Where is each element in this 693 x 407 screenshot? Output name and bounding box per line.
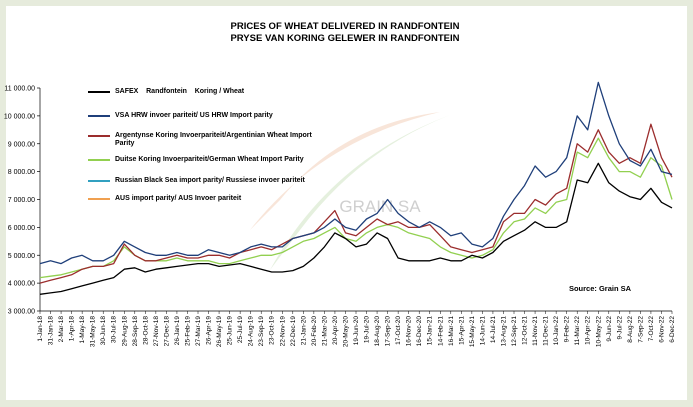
- x-tick-label: 26-Jan-19: [174, 316, 181, 346]
- x-tick-label: 16-Dec-20: [416, 316, 423, 347]
- y-tick-label: 4 000.00: [8, 281, 35, 288]
- x-tick-label: 28-Oct-18: [142, 316, 149, 345]
- x-tick-label: 25-Jul-19: [237, 316, 244, 343]
- x-tick-label: 22-Dec-19: [290, 316, 297, 347]
- x-tick-label: 1-May-18: [79, 316, 86, 344]
- x-tick-label: 25-Jun-19: [227, 316, 234, 346]
- x-tick-label: 1-Apr-18: [69, 316, 76, 342]
- x-tick-label: 26-May-19: [216, 316, 223, 347]
- x-tick-label: 10-Apr-22: [585, 316, 592, 345]
- x-tick-label: 14-Feb-21: [437, 316, 444, 346]
- y-tick-label: 9 000.00: [8, 141, 35, 148]
- x-tick-label: 19-Jun-20: [353, 316, 360, 346]
- chart: PRICES OF WHEAT DELIVERED IN RANDFONTEIN…: [0, 0, 693, 407]
- legend-label: Duitse Koring Invoerpariteit/German Whea…: [115, 156, 325, 164]
- x-tick-label: 20-May-20: [342, 316, 349, 347]
- x-tick-label: 9-Jul-22: [616, 316, 623, 340]
- y-tick-label: 5 000.00: [8, 253, 35, 260]
- x-tick-label: 19-Jul-20: [364, 316, 371, 343]
- x-tick-label: 27-Nov-18: [153, 316, 160, 347]
- x-tick-label: 29-Aug-18: [121, 316, 128, 347]
- x-tick-label: 15-Jan-21: [427, 316, 434, 346]
- x-tick-label: 30-Jul-18: [111, 316, 118, 343]
- x-tick-label: 28-Sep-18: [132, 316, 139, 347]
- y-tick-label: 11 000.00: [4, 86, 35, 93]
- watermark: GRAIN SA: [339, 197, 421, 216]
- x-tick-label: 24-Aug-19: [248, 316, 255, 347]
- x-tick-label: 30-Jun-18: [100, 316, 107, 346]
- x-tick-label: 11-Mar-22: [574, 316, 581, 346]
- x-tick-label: 22-Nov-19: [279, 316, 286, 347]
- legend-label: AUS import parity/ AUS Invoer pariteit: [115, 195, 325, 203]
- x-tick-label: 2-Mar-18: [58, 316, 65, 343]
- x-tick-label: 6-Dec-22: [669, 316, 676, 343]
- x-tick-label: 11-Nov-21: [532, 316, 539, 346]
- x-tick-label: 16-Nov-20: [406, 316, 413, 347]
- source-note: Source: Grain SA: [569, 284, 632, 293]
- x-tick-label: 23-Oct-19: [269, 316, 276, 345]
- x-tick-label: 20-Apr-20: [332, 316, 339, 345]
- x-tick-label: 12-Oct-21: [522, 316, 529, 345]
- x-tick-label: 11-Dec-21: [543, 316, 550, 346]
- y-tick-label: 7 000.00: [8, 197, 35, 204]
- x-tick-label: 16-Mar-21: [448, 316, 455, 346]
- legend-label: Russian Black Sea import parity/ Russies…: [115, 177, 325, 185]
- x-tick-label: 10-May-22: [595, 316, 602, 347]
- x-tick-label: 10-Jan-22: [553, 316, 560, 346]
- page: PRICES OF WHEAT DELIVERED IN RANDFONTEIN…: [0, 0, 693, 407]
- x-tick-label: 7-Oct-22: [648, 316, 655, 342]
- x-tick-label: 9-Feb-22: [564, 316, 571, 343]
- x-tick-label: 31-Jan-18: [48, 316, 55, 346]
- y-tick-label: 8 000.00: [8, 169, 35, 176]
- x-tick-label: 14-Jul-21: [490, 316, 497, 343]
- x-tick-label: 27-Dec-18: [163, 316, 170, 347]
- x-tick-label: 13-Aug-21: [500, 316, 507, 347]
- x-tick-label: 25-Feb-19: [184, 316, 191, 346]
- x-tick-label: 15-May-21: [469, 316, 476, 347]
- x-tick-label: 17-Sep-20: [385, 316, 392, 347]
- x-tick-label: 1-Jan-18: [37, 316, 44, 342]
- x-tick-label: 6-Nov-22: [658, 316, 665, 343]
- x-tick-label: 17-Oct-20: [395, 316, 402, 345]
- x-tick-label: 8-Aug-22: [627, 316, 634, 343]
- chart-subtitle: PRYSE VAN KORING GELEWER IN RANDFONTEIN: [230, 33, 459, 44]
- x-tick-label: 18-Aug-20: [374, 316, 381, 347]
- y-tick-label: 3 000.00: [8, 309, 35, 316]
- x-tick-label: 7-Sep-22: [637, 316, 644, 343]
- chart-title: PRICES OF WHEAT DELIVERED IN RANDFONTEIN: [231, 21, 460, 32]
- x-tick-label: 21-Jan-20: [300, 316, 307, 346]
- y-tick-label: 10 000.00: [4, 113, 35, 120]
- x-tick-label: 23-Sep-19: [258, 316, 265, 347]
- legend-label: VSA HRW invoer pariteit/ US HRW Import p…: [115, 112, 325, 120]
- x-tick-label: 20-Feb-20: [311, 316, 318, 346]
- x-tick-label: 9-Jun-22: [606, 316, 613, 342]
- x-tick-label: 26-Apr-19: [206, 316, 213, 345]
- x-tick-label: 12-Sep-21: [511, 316, 518, 347]
- x-tick-label: 15-Apr-21: [458, 316, 465, 345]
- x-tick-label: 31-May-18: [90, 316, 97, 347]
- legend-label: Argentynse Koring Invoerpariteit/Argenti…: [115, 132, 325, 148]
- legend-label: SAFEX Randfontein Koring / Wheat: [115, 88, 325, 96]
- x-tick-label: 21-Mar-20: [321, 316, 328, 346]
- x-tick-label: 27-Mar-19: [195, 316, 202, 346]
- y-tick-label: 6 000.00: [8, 225, 35, 232]
- x-tick-label: 14-Jun-21: [479, 316, 486, 346]
